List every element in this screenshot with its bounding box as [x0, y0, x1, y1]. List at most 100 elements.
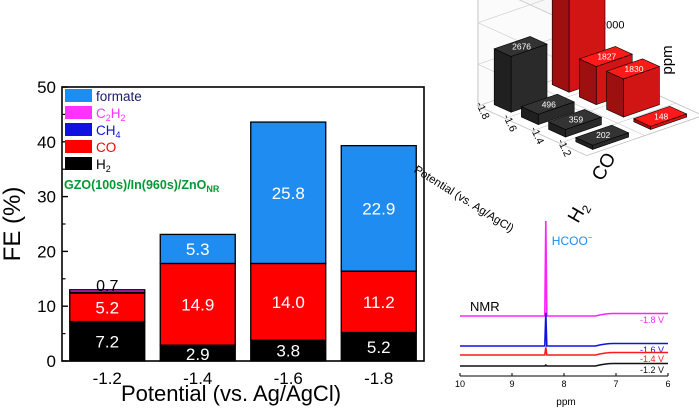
- nmr-trace-label: -1.2 V: [640, 365, 664, 375]
- legend-label: H2: [96, 157, 111, 174]
- x-tick-label: -1.2: [93, 369, 122, 388]
- bar3d-top-face: [578, 46, 634, 67]
- bar-segment-co: [69, 292, 146, 323]
- nmr-peak-label-base: HCOO: [552, 234, 588, 248]
- bar-segment-co: [340, 270, 417, 334]
- bar3d-value-label: 1830: [625, 64, 644, 74]
- bar-value-label: 5.3: [186, 240, 210, 259]
- legend-swatch: [65, 89, 92, 102]
- x-axis: -1.2 -1.4 -1.6 -1.8: [93, 369, 394, 388]
- legend-swatch: [65, 106, 92, 119]
- bar-segment-co: [250, 262, 327, 341]
- fe-bar-chart: 0 10 20 30 40 50 -1.2 -1.4 -1.6 -1.8 7.2 5.2 0.7 2.…: [0, 78, 425, 406]
- bar3d-value-label: 148: [654, 111, 668, 121]
- nmr-trace-label: -1.6 V: [640, 345, 664, 355]
- bar3d-top-face: [632, 105, 688, 127]
- nmr-title: NMR: [470, 299, 500, 314]
- bar-value-label: 5.2: [367, 338, 391, 357]
- y-axis: 0 10 20 30 40 50: [37, 78, 68, 371]
- nmr-trace-label: -1.8 V: [640, 315, 664, 325]
- bar3d-value-label: 2676: [512, 41, 531, 51]
- legend-label: CH4: [96, 123, 121, 140]
- bar3d-side-face: [551, 0, 570, 93]
- legend-label-sub: 2: [106, 113, 111, 123]
- floor-gridline: [535, 85, 645, 136]
- y-tick-label: 30: [37, 188, 56, 207]
- wall-gridline: [477, 105, 587, 156]
- x-tick-label: -1.4: [183, 369, 212, 388]
- gas-3d-bar-chart: 0200040006000ppm582726761827496183035914…: [412, 0, 699, 235]
- bar3d-top-face: [574, 124, 630, 146]
- bar3d-top-face: [493, 36, 548, 57]
- legend-label-sub: 2: [121, 113, 126, 123]
- legend-label: formate: [96, 89, 142, 104]
- sample-annotation: GZO(100s)/In(960s)/ZnONR: [64, 178, 220, 194]
- legend-swatch: [65, 157, 92, 170]
- legend-label-mid: H: [111, 106, 121, 121]
- nmr-x-tick-label: 8: [561, 379, 566, 389]
- nmr-trace: [460, 312, 668, 347]
- bar3d-value-label: 202: [596, 130, 610, 140]
- bar-value-label: 14.0: [272, 293, 305, 312]
- bar-value-label: 7.2: [95, 332, 119, 351]
- legend-label: C2H2: [96, 106, 126, 123]
- nmr-trace: [460, 220, 668, 317]
- nmr-peak-label-sup: −: [588, 233, 593, 242]
- y-tick-label: 50: [37, 78, 56, 97]
- bar-value-label: 11.2: [363, 293, 395, 312]
- nmr-x-axis-label: ppm: [556, 397, 575, 408]
- nmr-trace: [460, 362, 668, 367]
- bar3d-value-label: 496: [542, 99, 556, 109]
- legend-label: CO: [96, 140, 116, 155]
- potential-axis-label: Potential (vs. Ag/AgCl): [412, 164, 516, 235]
- gas-label-base: CO: [588, 149, 620, 184]
- nmr-x-tick-label: 6: [665, 379, 670, 389]
- bar-value-label: 25.8: [272, 184, 305, 203]
- bar3d-top-face: [520, 93, 576, 115]
- y-tick-label: 0: [47, 352, 56, 371]
- bar3d-value-label: 359: [569, 115, 583, 125]
- y-tick-label: 20: [37, 242, 56, 261]
- z-tick-label: 2000: [600, 19, 624, 31]
- bar-value-label: 22.9: [362, 199, 395, 218]
- bar-value-label: 0.7: [96, 278, 118, 295]
- legend-label-base: CH: [96, 123, 116, 138]
- annotation-base: GZO(100s)/In(960s)/ZnO: [64, 178, 207, 192]
- bar3d-value-label: 1827: [597, 52, 616, 62]
- bar3d-side-face: [493, 48, 512, 113]
- nmr-trace-label: -1.4 V: [640, 354, 664, 364]
- nmr-peak-label: HCOO−: [552, 233, 593, 248]
- legend-label-sub: 2: [106, 164, 111, 174]
- gas-label: H2: [564, 198, 594, 227]
- bar-value-label: 2.9: [186, 345, 210, 364]
- y-axis-label: FE (%): [0, 187, 26, 262]
- annotation-sub: NR: [206, 184, 219, 194]
- bar3d-top-face: [547, 109, 603, 130]
- nmr-x-tick-label: 9: [509, 379, 514, 389]
- nmr-trace: [460, 347, 668, 356]
- bar-segment-formate: [340, 144, 417, 272]
- x-tick-label: -1.8: [364, 369, 393, 388]
- z-axis-label: ppm: [659, 45, 676, 74]
- bar-segment-h2: [340, 331, 417, 362]
- legend-label-base: H: [96, 157, 106, 172]
- wall-gridline: [477, 0, 545, 23]
- bar3d-top-face: [605, 58, 661, 80]
- nmr-x-tick-label: 7: [613, 379, 618, 389]
- legend-swatch: [65, 140, 92, 153]
- bar-segment-formate: [250, 121, 327, 265]
- legend-label-base: C: [96, 106, 106, 121]
- bar-value-label: 14.9: [181, 295, 214, 314]
- bar3d-side-face: [606, 70, 624, 118]
- bar-segment-formate: [159, 233, 236, 265]
- x-axis-label: Potential (vs. Ag/AgCl): [121, 381, 341, 406]
- bar-value-label: 5.2: [95, 298, 119, 317]
- y-tick-label: 40: [37, 133, 56, 152]
- legend-swatch: [65, 123, 92, 136]
- gas-label: CO: [588, 149, 620, 184]
- bar-stack-group: 7.2 5.2 0.7 2.9 14.9 5.3 3.8 14.0 25.8 5.2 11.2 22.…: [69, 121, 417, 364]
- y-tick-label: 10: [37, 297, 56, 316]
- bar-segment-c2h2: [69, 289, 146, 293]
